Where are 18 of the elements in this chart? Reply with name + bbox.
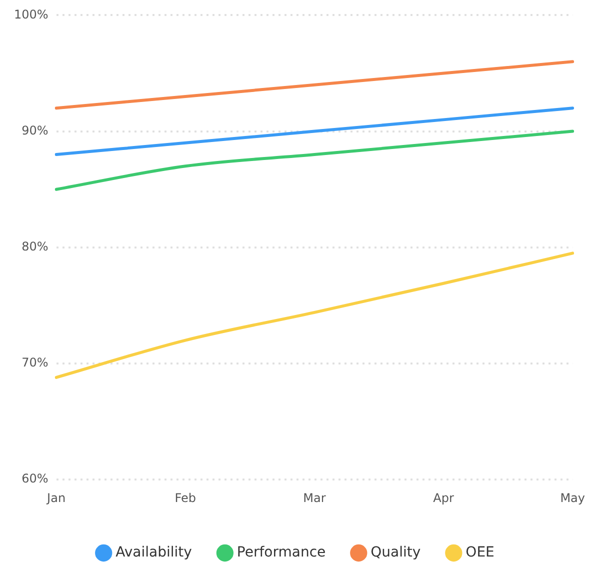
line-series <box>54 252 574 379</box>
legend-label: Performance <box>236 544 326 561</box>
line-series <box>54 130 574 191</box>
x-tick-label: Jan <box>46 490 66 505</box>
legend-label: Quality <box>370 544 421 561</box>
y-tick-label: 70% <box>22 356 48 370</box>
y-tick-label: 80% <box>22 240 48 254</box>
line-series <box>54 60 574 110</box>
x-tick-label: Mar <box>303 490 326 505</box>
x-tick-label: May <box>560 490 585 505</box>
x-tick-label: Feb <box>174 490 196 505</box>
x-tick-label: Apr <box>433 490 454 505</box>
legend-label: OEE <box>466 544 494 561</box>
line-series <box>54 106 574 156</box>
legend-label: Availability <box>116 544 192 561</box>
y-tick-label: 100% <box>14 7 48 22</box>
y-tick-label: 90% <box>22 123 48 138</box>
y-tick-label: 60% <box>22 472 48 486</box>
